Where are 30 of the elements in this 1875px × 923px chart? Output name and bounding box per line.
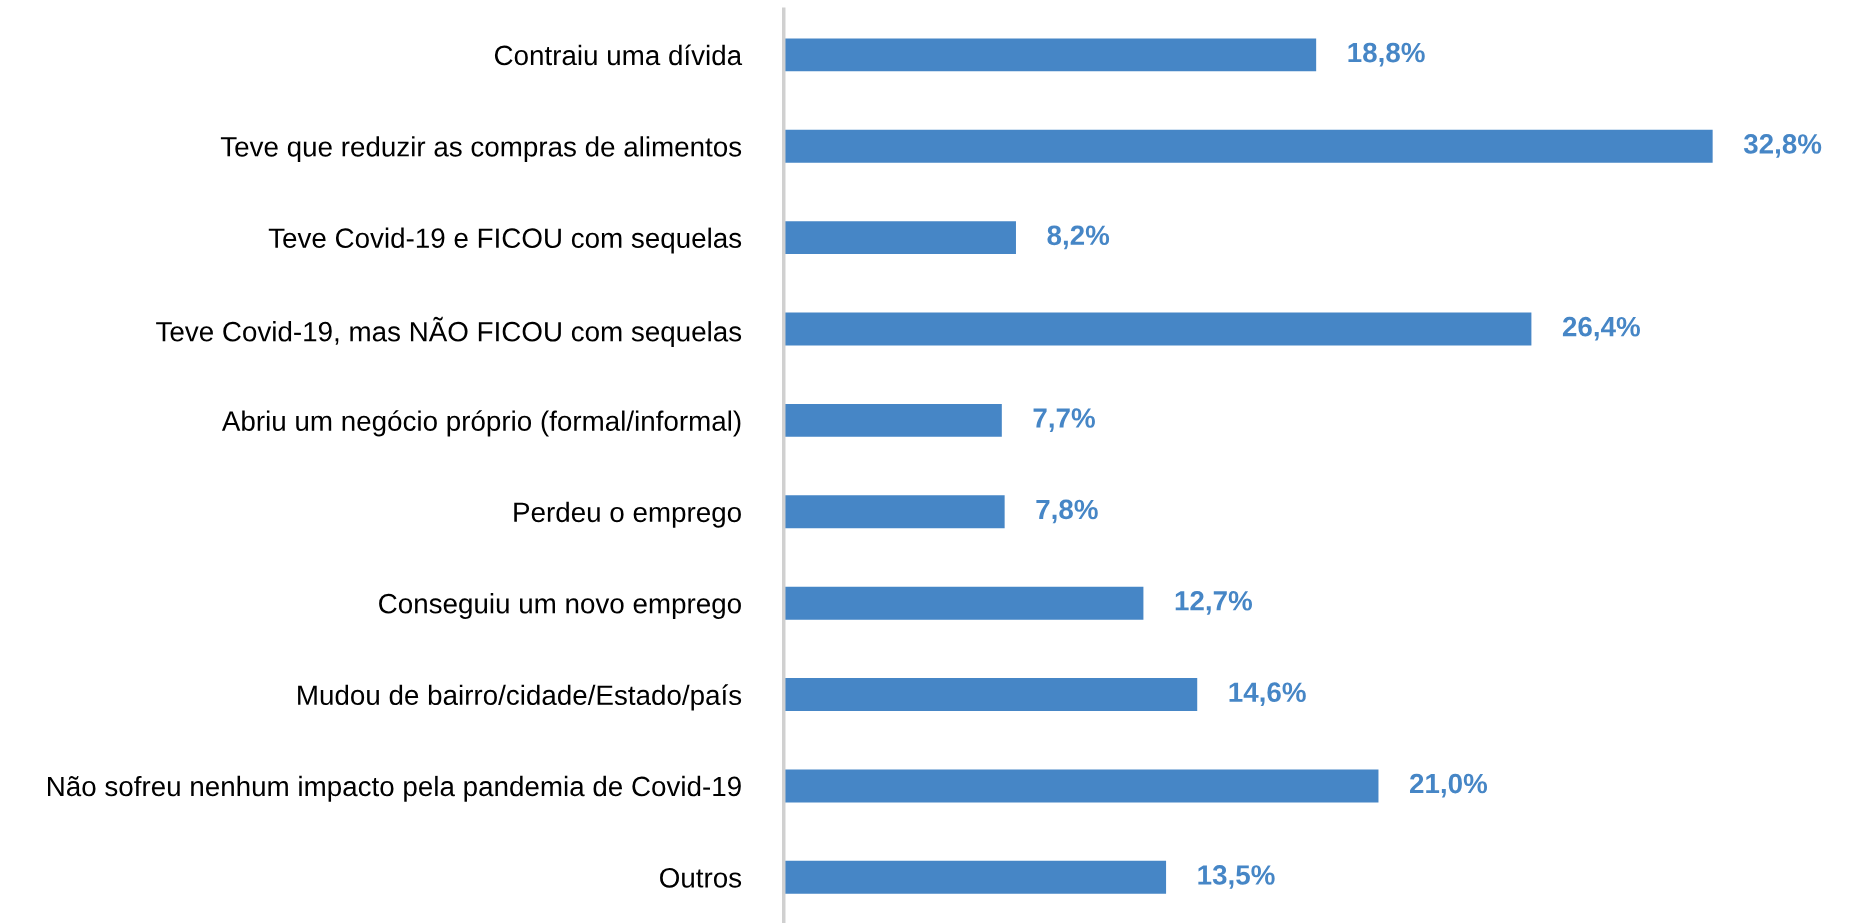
- y-tick-label: Abriu um negócio próprio (formal/informal): [221, 410, 741, 437]
- data-label: 32,8%: [1743, 134, 1822, 158]
- data-label: 13,5%: [1198, 865, 1275, 889]
- y-tick-label: Teve Covid-19 e FICOU com sequelas: [268, 227, 742, 254]
- bar: [783, 860, 1167, 894]
- data-label: 21,0%: [1409, 773, 1488, 798]
- data-label: 7,8%: [1036, 499, 1098, 524]
- bar: [783, 769, 1379, 803]
- bar: [783, 129, 1713, 163]
- bar: [783, 586, 1144, 620]
- y-tick-label: Teve Covid-19, mas NÃO FICOU com sequelas: [156, 316, 742, 348]
- y-tick-label: Contraiu uma dívida: [494, 44, 743, 66]
- y-tick-label: Conseguiu um novo emprego: [379, 593, 741, 620]
- bar: [783, 221, 1016, 255]
- y-tick-label: Teve que reduzir as compras de alimentos: [220, 136, 742, 163]
- data-label: 26,4%: [1562, 316, 1640, 341]
- data-label: 14,6%: [1229, 682, 1306, 707]
- bar: [783, 403, 1002, 437]
- y-tick-label: Mudou de bairro/cidade/Estado/país: [298, 684, 742, 711]
- data-label: 8,2%: [1047, 225, 1110, 250]
- y-tick-label: Não sofreu nenhum impacto pela pandemia de Covid-19: [48, 775, 741, 802]
- bar: [783, 38, 1317, 72]
- bar: [783, 678, 1198, 712]
- y-tick-label: Outros: [660, 867, 742, 888]
- y-tick-label: Perdeu o emprego: [514, 501, 741, 528]
- data-label: 18,8%: [1348, 42, 1425, 67]
- bar: [783, 495, 1005, 529]
- data-label: 12,7%: [1175, 590, 1252, 615]
- bar: [783, 312, 1532, 346]
- data-label: 7,7%: [1033, 408, 1095, 432]
